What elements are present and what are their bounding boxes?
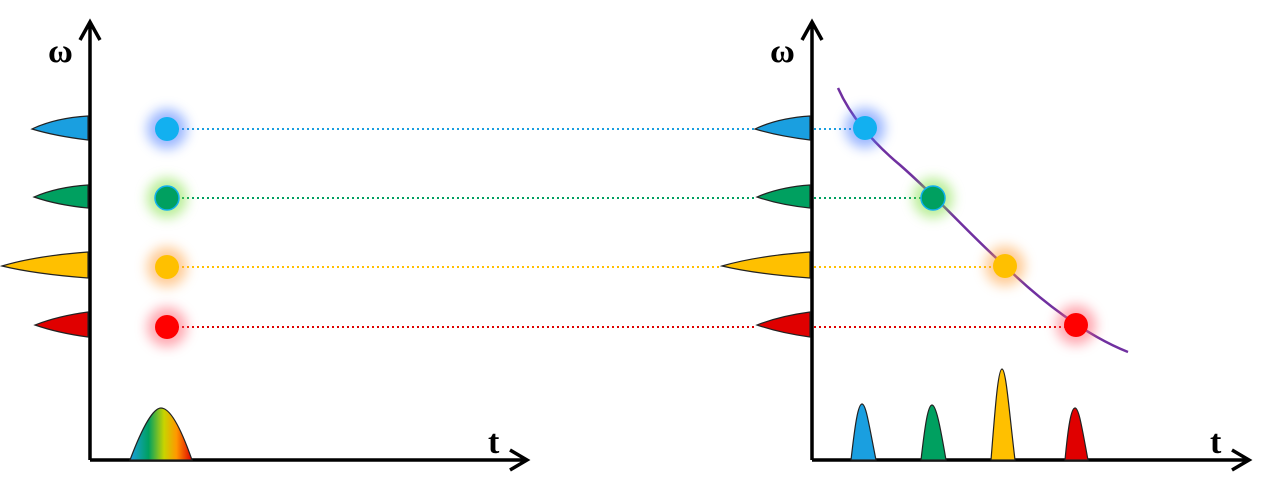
right-axes [800, 18, 1253, 472]
input-pulse [129, 407, 193, 461]
frequency-links [167, 128, 1076, 328]
right-spectrum [719, 115, 811, 338]
y-axis-label: ω [48, 33, 73, 70]
left-axes [78, 18, 531, 472]
x-axis-label: t [488, 424, 500, 461]
left-spectrum [0, 115, 89, 338]
output-pulses [850, 368, 1089, 461]
y-axis-label: ω [770, 33, 795, 70]
x-axis-label: t [1210, 424, 1222, 461]
frequency-dots [147, 108, 1096, 347]
